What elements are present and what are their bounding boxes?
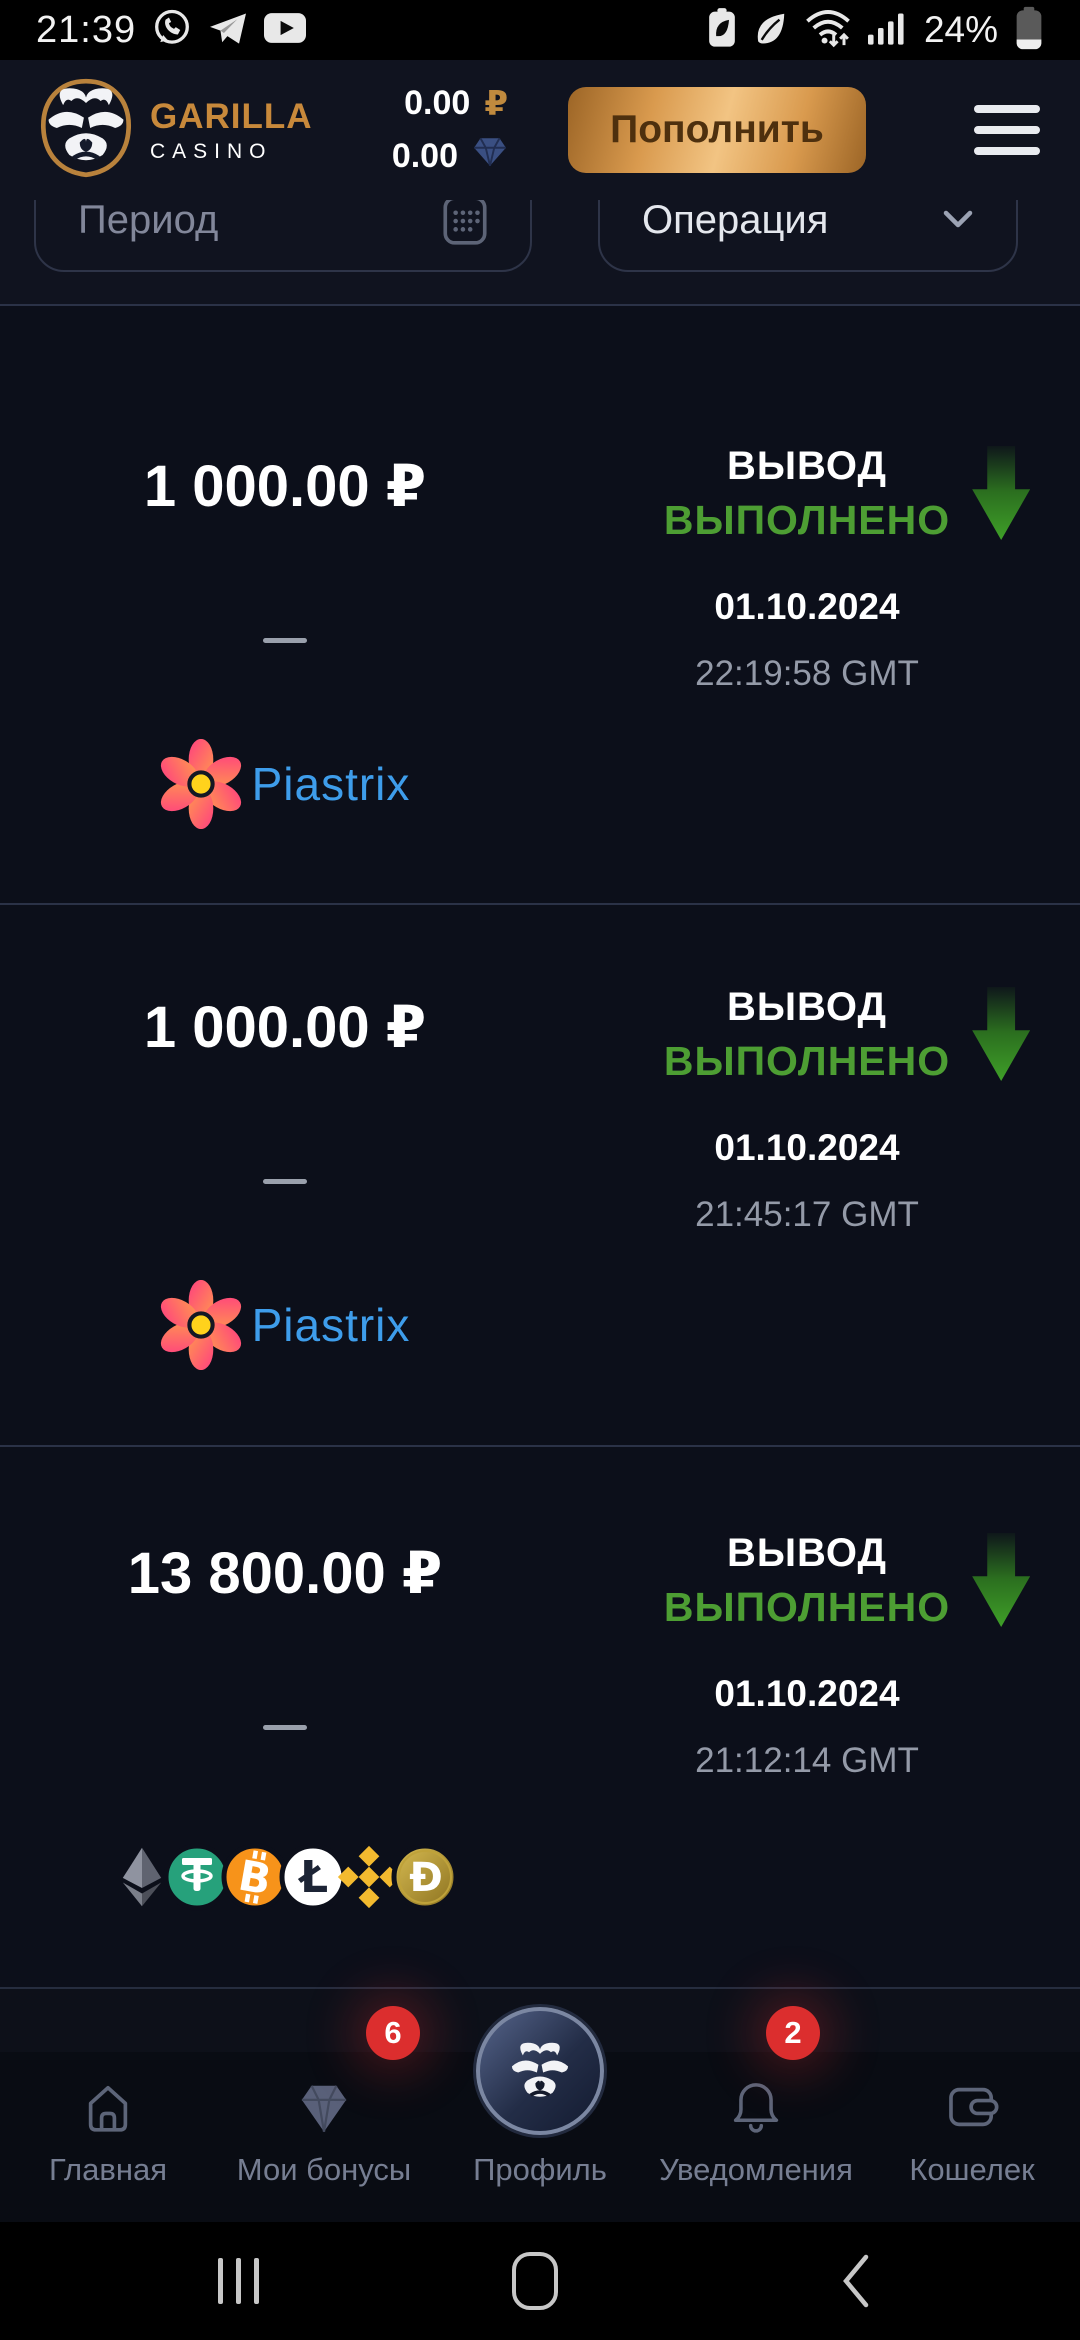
wallet-icon bbox=[940, 2074, 1004, 2140]
home-button[interactable] bbox=[512, 2222, 558, 2340]
brand-subtitle: CASINO bbox=[150, 139, 273, 163]
tab-label: Кошелек bbox=[909, 2152, 1035, 2187]
piastrix-label: Piastrix bbox=[251, 1299, 411, 1351]
payment-method-piastrix: Piastrix bbox=[160, 739, 411, 829]
rub-balance-value: 0.00 bbox=[404, 84, 471, 122]
transaction-status: ВЫПОЛНЕНО bbox=[663, 1584, 951, 1630]
transactions-list: 1 000.00 ₽ Piastrix ВЫВОД ВЫПОЛНЕНО 01.1… bbox=[0, 304, 1080, 1987]
filters-row: Период Операция bbox=[0, 168, 1080, 304]
signal-strength-icon bbox=[867, 10, 908, 51]
tab-bonuses[interactable]: Мои бонусы 6 bbox=[216, 2006, 432, 2222]
transaction-date: 01.10.2024 bbox=[714, 1127, 900, 1168]
svg-text:Ð: Ð bbox=[409, 1855, 443, 1901]
transaction-type: ВЫВОД bbox=[726, 444, 888, 488]
battery-saver-icon bbox=[708, 7, 736, 53]
payment-method-crypto: B Ł Ð bbox=[110, 1842, 460, 1912]
tab-notifications[interactable]: Уведомления 2 bbox=[648, 2006, 864, 2222]
app-header: GARILLA CASINO 0.00 ₽ 0.00 Пополнить bbox=[0, 60, 1080, 200]
transaction-date: 01.10.2024 bbox=[714, 1673, 900, 1714]
wifi-icon bbox=[804, 7, 852, 54]
gems-balance-row: 0.00 bbox=[392, 136, 508, 177]
withdrawal-arrow-icon bbox=[972, 446, 1031, 540]
battery-percentage: 24% bbox=[923, 9, 998, 50]
gems-balance-value: 0.00 bbox=[391, 136, 458, 175]
eco-mode-leaf-icon bbox=[752, 9, 788, 52]
home-icon bbox=[76, 2074, 140, 2140]
tab-profile[interactable]: Профиль bbox=[432, 2052, 648, 2222]
tab-label: Мои бонусы bbox=[236, 2152, 412, 2187]
tab-label: Профиль bbox=[473, 2152, 607, 2187]
notification-count-badge: 2 bbox=[766, 2006, 820, 2060]
gorilla-avatar-icon bbox=[510, 2041, 570, 2099]
calendar-icon bbox=[442, 193, 488, 247]
bottom-area: Главная Мои бонусы 6 Профиль Уведомления… bbox=[0, 1987, 1080, 2340]
svg-text:Ł: Ł bbox=[298, 1852, 328, 1903]
brand-name: GARILLA bbox=[150, 96, 313, 136]
transaction-row[interactable]: 1 000.00 ₽ Piastrix ВЫВОД ВЫПОЛНЕНО 01.1… bbox=[0, 903, 1080, 1445]
piastrix-flower-icon bbox=[160, 1280, 242, 1370]
tab-home[interactable]: Главная bbox=[0, 2052, 216, 2222]
transaction-type: ВЫВОД bbox=[726, 985, 888, 1029]
topup-button[interactable]: Пополнить bbox=[568, 87, 866, 173]
bonus-count-badge: 6 bbox=[366, 2006, 420, 2060]
transaction-date: 01.10.2024 bbox=[714, 586, 900, 627]
tab-label: Главная bbox=[49, 2152, 167, 2187]
whatsapp-notification-icon bbox=[152, 8, 192, 53]
operation-filter-value: Операция bbox=[642, 197, 829, 242]
empty-value-dash bbox=[263, 1179, 307, 1184]
rub-balance-row: 0.00 ₽ bbox=[404, 84, 508, 124]
withdrawal-arrow-icon bbox=[972, 987, 1031, 1081]
transaction-row[interactable]: 1 000.00 ₽ Piastrix ВЫВОД ВЫПОЛНЕНО 01.1… bbox=[0, 304, 1080, 903]
telegram-notification-icon bbox=[208, 10, 248, 51]
status-bar: 21:39 24% bbox=[0, 0, 1080, 60]
tab-wallet[interactable]: Кошелек bbox=[864, 2052, 1080, 2222]
transaction-time: 21:12:14 GMT bbox=[695, 1741, 919, 1780]
back-button[interactable] bbox=[838, 2222, 872, 2340]
clock: 21:39 bbox=[36, 8, 137, 51]
gorilla-logo-icon bbox=[34, 74, 138, 187]
binance-icon bbox=[336, 1842, 402, 1912]
transaction-status: ВЫПОЛНЕНО bbox=[663, 497, 951, 543]
transaction-amount: 1 000.00 ₽ bbox=[143, 454, 427, 519]
ruble-currency-icon: ₽ bbox=[484, 84, 508, 123]
battery-icon bbox=[1014, 5, 1044, 56]
gem-bonus-icon bbox=[293, 2074, 355, 2140]
transaction-time: 22:19:58 GMT bbox=[695, 654, 919, 693]
gem-icon bbox=[472, 136, 508, 177]
transaction-amount: 1 000.00 ₽ bbox=[143, 995, 427, 1060]
bell-icon bbox=[725, 2074, 787, 2140]
transaction-time: 21:45:17 GMT bbox=[695, 1195, 919, 1234]
menu-burger-icon[interactable] bbox=[968, 99, 1046, 161]
android-navigation-bar bbox=[0, 2222, 1080, 2340]
transaction-status: ВЫПОЛНЕНО bbox=[663, 1038, 951, 1084]
empty-value-dash bbox=[263, 1725, 307, 1730]
transaction-row[interactable]: 13 800.00 ₽ B Ł bbox=[0, 1445, 1080, 1987]
dogecoin-icon: Ð bbox=[390, 1842, 460, 1912]
ethereum-icon bbox=[110, 1842, 174, 1912]
empty-value-dash bbox=[263, 638, 307, 643]
chevron-down-icon bbox=[942, 209, 974, 231]
withdrawal-arrow-icon bbox=[972, 1533, 1031, 1627]
recents-button[interactable] bbox=[218, 2222, 259, 2340]
payment-method-piastrix: Piastrix bbox=[160, 1280, 411, 1370]
tab-label: Уведомления bbox=[659, 2152, 853, 2187]
bottom-nav: Главная Мои бонусы 6 Профиль Уведомления… bbox=[0, 2006, 1080, 2222]
balance-block[interactable]: 0.00 ₽ 0.00 bbox=[360, 84, 508, 177]
transaction-type: ВЫВОД bbox=[726, 1531, 888, 1575]
period-filter-placeholder: Период bbox=[78, 197, 219, 242]
piastrix-label: Piastrix bbox=[251, 758, 411, 810]
youtube-notification-icon bbox=[264, 12, 307, 48]
piastrix-flower-icon bbox=[160, 739, 242, 829]
profile-avatar[interactable] bbox=[476, 2007, 604, 2135]
transaction-amount: 13 800.00 ₽ bbox=[127, 1541, 443, 1606]
brand-logo[interactable]: GARILLA CASINO bbox=[34, 74, 350, 187]
